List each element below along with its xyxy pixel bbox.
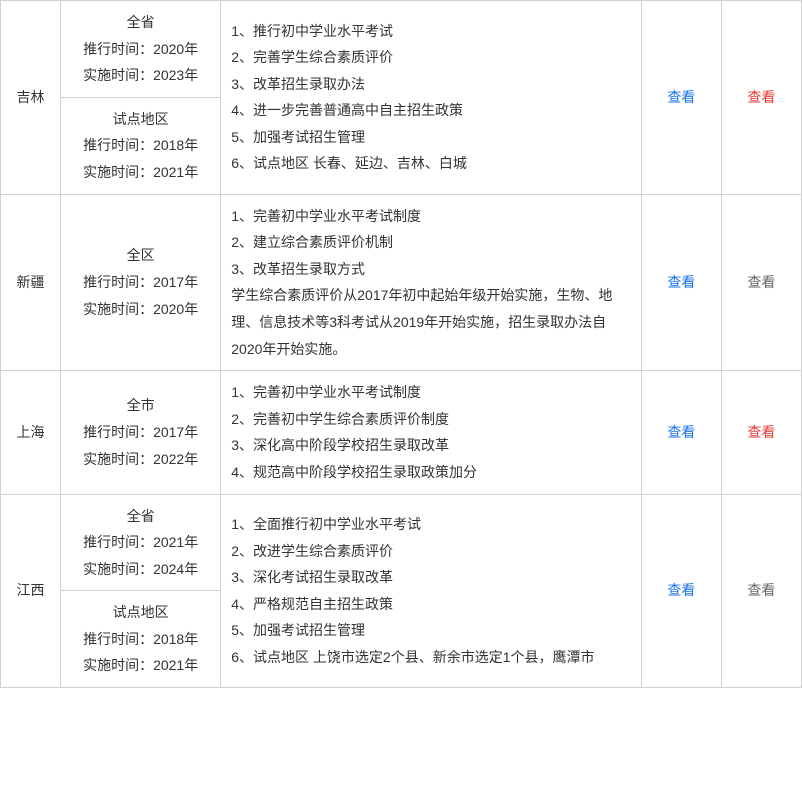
scope-line: 推行时间：2021年 bbox=[71, 529, 210, 556]
scope-cell: 全省推行时间：2021年实施时间：2024年 bbox=[61, 494, 221, 591]
detail-line: 3、改革招生录取方式 bbox=[231, 256, 631, 283]
scope-cell: 全区推行时间：2017年实施时间：2020年 bbox=[61, 194, 221, 371]
scope-line: 推行时间：2018年 bbox=[71, 132, 210, 159]
scope-line: 实施时间：2023年 bbox=[71, 62, 210, 89]
scope-line: 全省 bbox=[71, 9, 210, 36]
view-link-2[interactable]: 查看 bbox=[747, 274, 775, 290]
link-cell-1: 查看 bbox=[641, 194, 721, 371]
view-link-2[interactable]: 查看 bbox=[747, 582, 775, 598]
details-cell: 1、全面推行初中学业水平考试2、改进学生综合素质评价3、深化考试招生录取改革4、… bbox=[221, 494, 642, 688]
detail-line: 1、全面推行初中学业水平考试 bbox=[231, 511, 631, 538]
detail-line: 4、规范高中阶段学校招生录取政策加分 bbox=[231, 459, 631, 486]
link-cell-2: 查看 bbox=[721, 194, 801, 371]
view-link-2[interactable]: 查看 bbox=[747, 424, 775, 440]
scope-cell: 试点地区推行时间：2018年实施时间：2021年 bbox=[61, 97, 221, 194]
scope-line: 全区 bbox=[71, 242, 210, 269]
detail-line: 6、试点地区 上饶市选定2个县、新余市选定1个县，鹰潭市 bbox=[231, 644, 631, 671]
policy-table: 吉林全省推行时间：2020年实施时间：2023年1、推行初中学业水平考试2、完善… bbox=[0, 0, 802, 688]
scope-cell: 全市推行时间：2017年实施时间：2022年 bbox=[61, 371, 221, 494]
view-link-1[interactable]: 查看 bbox=[667, 424, 695, 440]
details-cell: 1、完善初中学业水平考试制度2、完善初中学生综合素质评价制度3、深化高中阶段学校… bbox=[221, 371, 642, 494]
detail-line: 4、严格规范自主招生政策 bbox=[231, 591, 631, 618]
table-row: 江西全省推行时间：2021年实施时间：2024年1、全面推行初中学业水平考试2、… bbox=[1, 494, 802, 591]
scope-line: 推行时间：2017年 bbox=[71, 419, 210, 446]
view-link-1[interactable]: 查看 bbox=[667, 582, 695, 598]
detail-line: 2、完善学生综合素质评价 bbox=[231, 44, 631, 71]
scope-line: 全市 bbox=[71, 392, 210, 419]
link-cell-2: 查看 bbox=[721, 371, 801, 494]
scope-line: 推行时间：2018年 bbox=[71, 626, 210, 653]
link-cell-1: 查看 bbox=[641, 1, 721, 195]
detail-line: 学生综合素质评价从2017年初中起始年级开始实施，生物、地理、信息技术等3科考试… bbox=[231, 282, 631, 362]
link-cell-1: 查看 bbox=[641, 371, 721, 494]
view-link-1[interactable]: 查看 bbox=[667, 89, 695, 105]
scope-line: 推行时间：2017年 bbox=[71, 269, 210, 296]
scope-line: 实施时间：2021年 bbox=[71, 652, 210, 679]
details-cell: 1、推行初中学业水平考试2、完善学生综合素质评价3、改革招生录取办法4、进一步完… bbox=[221, 1, 642, 195]
scope-line: 试点地区 bbox=[71, 599, 210, 626]
link-cell-2: 查看 bbox=[721, 1, 801, 195]
scope-line: 全省 bbox=[71, 503, 210, 530]
province-cell: 吉林 bbox=[1, 1, 61, 195]
province-cell: 江西 bbox=[1, 494, 61, 688]
scope-line: 推行时间：2020年 bbox=[71, 36, 210, 63]
detail-line: 5、加强考试招生管理 bbox=[231, 617, 631, 644]
detail-line: 1、完善初中学业水平考试制度 bbox=[231, 379, 631, 406]
link-cell-2: 查看 bbox=[721, 494, 801, 688]
detail-line: 2、改进学生综合素质评价 bbox=[231, 538, 631, 565]
table-row: 吉林全省推行时间：2020年实施时间：2023年1、推行初中学业水平考试2、完善… bbox=[1, 1, 802, 98]
province-cell: 新疆 bbox=[1, 194, 61, 371]
detail-line: 5、加强考试招生管理 bbox=[231, 124, 631, 151]
scope-cell: 全省推行时间：2020年实施时间：2023年 bbox=[61, 1, 221, 98]
detail-line: 3、深化考试招生录取改革 bbox=[231, 564, 631, 591]
detail-line: 3、改革招生录取办法 bbox=[231, 71, 631, 98]
scope-cell: 试点地区推行时间：2018年实施时间：2021年 bbox=[61, 591, 221, 688]
detail-line: 6、试点地区 长春、延边、吉林、白城 bbox=[231, 150, 631, 177]
details-cell: 1、完善初中学业水平考试制度2、建立综合素质评价机制3、改革招生录取方式学生综合… bbox=[221, 194, 642, 371]
detail-line: 2、建立综合素质评价机制 bbox=[231, 229, 631, 256]
detail-line: 1、完善初中学业水平考试制度 bbox=[231, 203, 631, 230]
province-cell: 上海 bbox=[1, 371, 61, 494]
detail-line: 3、深化高中阶段学校招生录取改革 bbox=[231, 432, 631, 459]
view-link-2[interactable]: 查看 bbox=[747, 89, 775, 105]
detail-line: 1、推行初中学业水平考试 bbox=[231, 18, 631, 45]
table-row: 上海全市推行时间：2017年实施时间：2022年1、完善初中学业水平考试制度2、… bbox=[1, 371, 802, 494]
table-row: 新疆全区推行时间：2017年实施时间：2020年1、完善初中学业水平考试制度2、… bbox=[1, 194, 802, 371]
link-cell-1: 查看 bbox=[641, 494, 721, 688]
detail-line: 4、进一步完善普通高中自主招生政策 bbox=[231, 97, 631, 124]
scope-line: 实施时间：2022年 bbox=[71, 446, 210, 473]
scope-line: 实施时间：2021年 bbox=[71, 159, 210, 186]
scope-line: 实施时间：2020年 bbox=[71, 296, 210, 323]
scope-line: 试点地区 bbox=[71, 106, 210, 133]
scope-line: 实施时间：2024年 bbox=[71, 556, 210, 583]
view-link-1[interactable]: 查看 bbox=[667, 274, 695, 290]
detail-line: 2、完善初中学生综合素质评价制度 bbox=[231, 406, 631, 433]
